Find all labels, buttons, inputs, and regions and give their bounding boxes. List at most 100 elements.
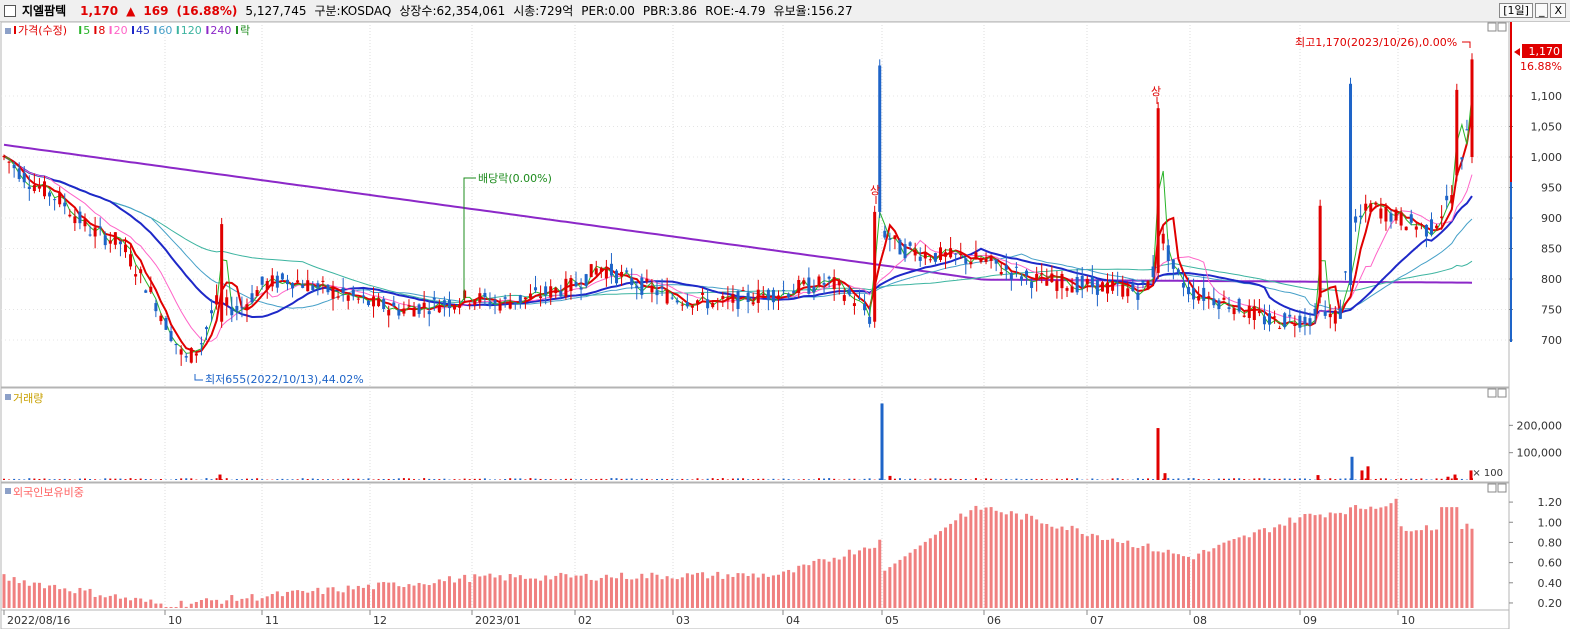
volume-bar — [985, 478, 988, 480]
y-axis-area — [1509, 22, 1570, 610]
foreign-bar — [857, 550, 861, 608]
volume-bar — [321, 479, 324, 480]
panel-buttons[interactable] — [1487, 22, 1507, 493]
foreign-bar — [1379, 507, 1383, 608]
candle-body — [1283, 313, 1287, 327]
x-axis-area — [0, 609, 1510, 629]
candle-body — [630, 278, 634, 286]
foreign-bar — [1313, 515, 1317, 608]
candle-body — [134, 274, 138, 277]
volume-bar — [1283, 478, 1286, 480]
foreign-bar — [680, 577, 684, 608]
candle-body — [847, 289, 851, 295]
volume-bar — [752, 479, 755, 480]
candle-body — [797, 279, 801, 294]
annotations — [194, 41, 1471, 381]
foreign-bar — [1136, 547, 1140, 608]
legend-swatch — [236, 26, 238, 34]
candle-body — [994, 259, 998, 264]
candle-body — [888, 238, 892, 240]
foreign-bar — [873, 547, 877, 608]
volume-bar — [1364, 478, 1367, 480]
foreign-bar — [604, 574, 608, 608]
volume-bar — [1420, 478, 1423, 480]
chart-canvas[interactable]: 가격(수정) 5 8 20 45 60 120 240 락 1,100 1,050 1,000 950… — [0, 22, 1570, 629]
candle-body — [12, 164, 16, 169]
foreign-bar — [1252, 532, 1256, 608]
candle-body — [1354, 216, 1358, 223]
foreign-bar — [93, 596, 97, 608]
volume-bar — [225, 478, 228, 480]
volume-bar — [488, 479, 491, 480]
volume-bar — [94, 479, 97, 480]
foreign-bar — [341, 592, 345, 608]
foreign-bar — [1212, 548, 1216, 608]
candle-body — [93, 227, 97, 237]
candle-body — [1126, 288, 1130, 297]
foreign-bar — [933, 534, 937, 608]
foreign-bar — [194, 601, 198, 608]
foreign-bar — [1019, 519, 1023, 608]
volume-bar — [1258, 478, 1261, 480]
volume-peak — [880, 403, 884, 480]
foreign-bar — [159, 603, 163, 608]
volume-bar — [83, 478, 86, 480]
candle-body — [220, 224, 224, 322]
foreign-bar — [225, 600, 229, 608]
foreign-bar — [832, 557, 836, 608]
foreign-bar — [1197, 553, 1201, 608]
period-button[interactable]: [1일] — [1499, 3, 1533, 18]
legend-item: 5 — [83, 24, 90, 37]
foreign-bar — [969, 510, 973, 608]
foreign-bar — [265, 596, 269, 608]
volume-bar — [1374, 478, 1377, 480]
foreign-bar — [402, 587, 406, 608]
foreign-bar — [1369, 506, 1373, 608]
legend-swatch — [176, 26, 179, 34]
foreign-bar — [817, 558, 821, 608]
candle-body — [346, 295, 350, 301]
volume-bar — [473, 478, 476, 480]
volume-bar — [235, 479, 238, 480]
volume-peak — [1469, 470, 1473, 480]
foreign-bar — [129, 600, 133, 608]
foreign-bar — [989, 507, 993, 608]
close-button[interactable]: X — [1550, 3, 1566, 18]
foreign-bar — [690, 574, 694, 608]
candle-body — [235, 305, 239, 311]
candle-body — [118, 241, 122, 245]
candle-body — [1424, 224, 1428, 237]
volume-bar — [256, 478, 259, 480]
foreign-bar — [665, 576, 669, 608]
foreign-bar — [797, 565, 801, 608]
foreign-bar — [149, 599, 153, 608]
candle-body — [306, 280, 310, 292]
legend-item: 가격(수정) — [18, 24, 67, 37]
legend-item: 45 — [136, 24, 150, 37]
volume-bar — [914, 478, 917, 480]
candle-body — [301, 284, 305, 288]
volume-bar — [1293, 478, 1296, 480]
volume-bar — [347, 478, 350, 480]
select-checkbox[interactable] — [4, 4, 16, 17]
minimize-button[interactable]: _ — [1534, 3, 1549, 18]
candle-body — [1430, 219, 1434, 235]
volume-bar — [676, 479, 679, 480]
foreign-bar — [847, 549, 851, 608]
candle-body — [356, 298, 360, 300]
foreign-bar — [498, 575, 502, 608]
foreign-bar — [1465, 523, 1469, 608]
foreign-bar — [554, 575, 558, 608]
foreign-bar — [437, 579, 441, 608]
candle-body — [1359, 215, 1363, 218]
candle-body — [857, 298, 861, 300]
candle-body — [1065, 288, 1069, 291]
candle-body — [1085, 278, 1089, 285]
candle-body — [908, 242, 912, 246]
foreign-bar — [863, 547, 867, 608]
foreign-bar — [792, 572, 796, 608]
y-axis-labels: 1,100 1,050 1,000 950 900 850 800 750 700 200,000… — [1509, 90, 1562, 610]
candle-body — [523, 297, 527, 300]
candle-body — [599, 267, 603, 272]
volume-bar — [974, 478, 977, 480]
